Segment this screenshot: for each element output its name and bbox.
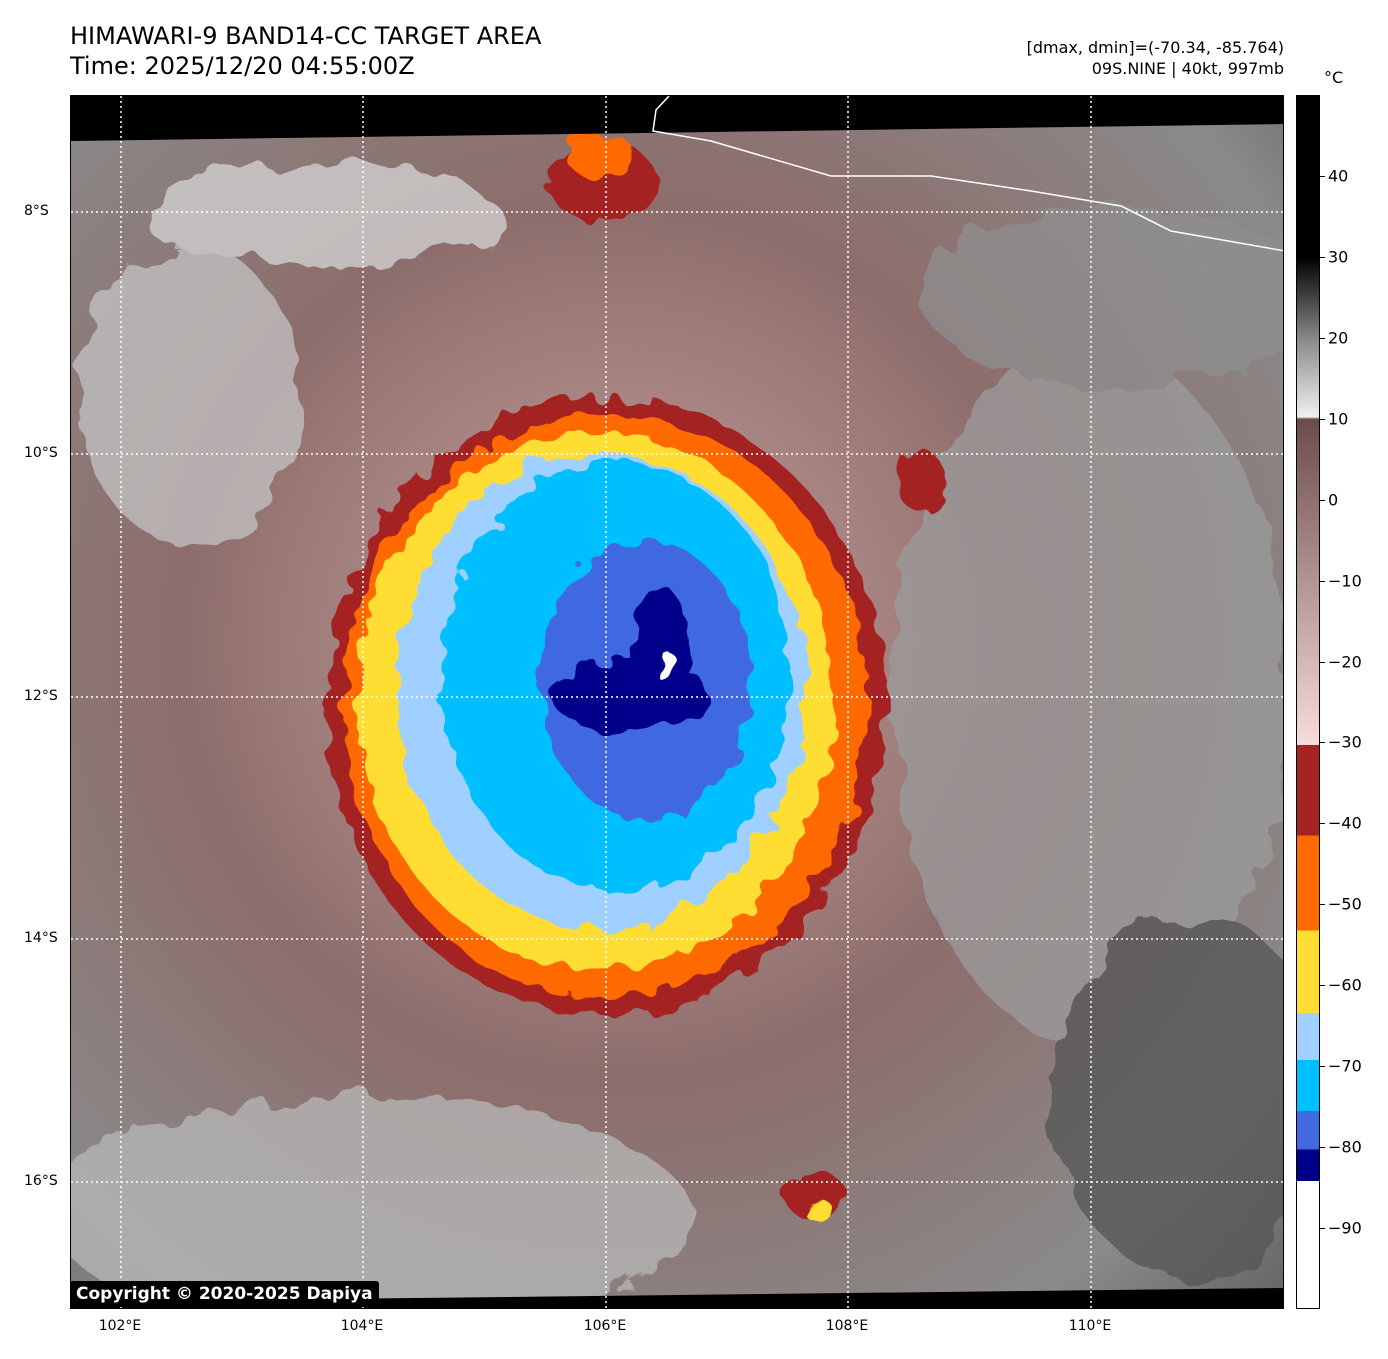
storm-info: 09S.NINE | 40kt, 997mb	[1091, 59, 1284, 78]
coastline	[652, 96, 1283, 252]
colorbar-tick	[1320, 580, 1325, 582]
colorbar-tick-label: −20	[1328, 652, 1362, 672]
colorbar-tick-label: 30	[1328, 247, 1349, 267]
satellite-image	[70, 95, 1284, 1309]
colorbar-tick	[1320, 904, 1325, 906]
colorbar-unit: °C	[1324, 68, 1344, 87]
colorbar-tick	[1320, 661, 1325, 663]
colorbar-tick	[1320, 337, 1325, 339]
colorbar-tick	[1320, 499, 1325, 501]
colorbar-tick-label: −90	[1328, 1218, 1362, 1238]
colorbar-tick	[1320, 1147, 1325, 1149]
colorbar	[1296, 95, 1320, 1309]
lon-label: 104°E	[340, 1318, 384, 1334]
colorbar-tick-label: 40	[1328, 166, 1349, 186]
lon-label: 106°E	[583, 1318, 627, 1334]
colorbar-tick-label: −60	[1328, 975, 1362, 995]
copyright-label: Copyright © 2020-2025 Dapiya	[70, 1281, 379, 1307]
colorbar-tick-label: 20	[1328, 328, 1349, 348]
colorbar-tick-label: −10	[1328, 571, 1362, 591]
colorbar-tick-label: −30	[1328, 732, 1362, 752]
colorbar-tick	[1320, 1228, 1325, 1230]
lat-label: 10°S	[24, 445, 58, 461]
lon-label: 110°E	[1068, 1318, 1112, 1334]
lat-label: 8°S	[24, 203, 49, 219]
timestamp: Time: 2025/12/20 04:55:00Z	[70, 52, 415, 80]
lat-label: 16°S	[24, 1173, 58, 1189]
colorbar-tick	[1320, 418, 1325, 420]
colorbar-tick-label: −70	[1328, 1056, 1362, 1076]
temperature-stats: [dmax, dmin]=(-70.34, -85.764)	[1026, 38, 1284, 57]
colorbar-tick	[1320, 1066, 1325, 1068]
colorbar-tick	[1320, 742, 1325, 744]
colorbar-tick-label: 0	[1328, 490, 1339, 510]
lat-label: 12°S	[24, 688, 58, 704]
colorbar-tick	[1320, 823, 1325, 825]
colorbar-tick	[1320, 985, 1325, 987]
lat-label: 14°S	[24, 930, 58, 946]
colorbar-tick-label: −80	[1328, 1137, 1362, 1157]
colorbar-tick-label: −40	[1328, 813, 1362, 833]
lon-label: 108°E	[825, 1318, 869, 1334]
lon-label: 102°E	[98, 1318, 142, 1334]
colorbar-tick-label: 10	[1328, 409, 1349, 429]
colorbar-tick	[1320, 256, 1325, 258]
colorbar-tick	[1320, 175, 1325, 177]
chart-title: HIMAWARI-9 BAND14-CC TARGET AREA	[70, 22, 542, 50]
colorbar-tick-label: −50	[1328, 894, 1362, 914]
